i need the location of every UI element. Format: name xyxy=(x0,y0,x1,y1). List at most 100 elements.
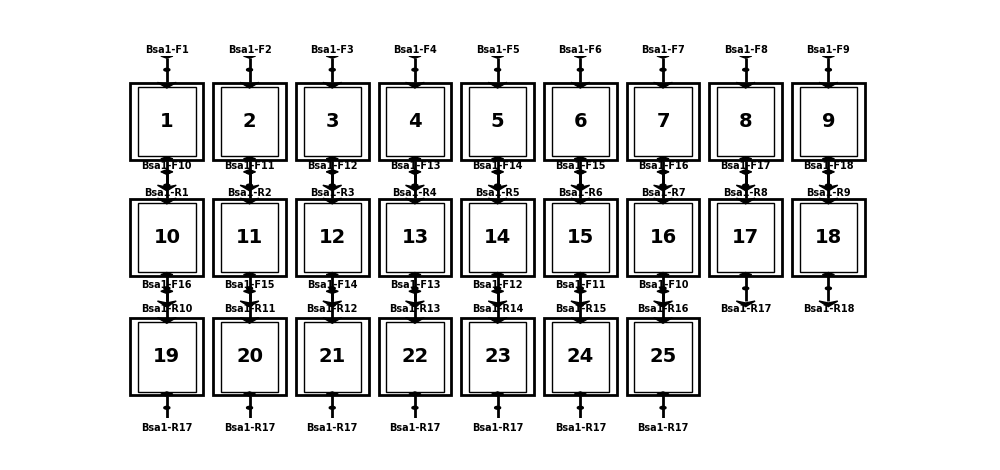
Bar xyxy=(379,83,451,160)
Circle shape xyxy=(660,287,666,290)
Text: 5: 5 xyxy=(491,112,504,131)
Text: Bsa1-F13: Bsa1-F13 xyxy=(390,280,440,290)
Text: Bsa1-F13: Bsa1-F13 xyxy=(390,161,440,171)
Circle shape xyxy=(495,407,501,409)
Polygon shape xyxy=(323,301,342,306)
Polygon shape xyxy=(406,82,424,88)
Bar xyxy=(304,203,361,272)
Polygon shape xyxy=(244,273,256,277)
Polygon shape xyxy=(326,170,338,174)
Polygon shape xyxy=(657,170,669,174)
Polygon shape xyxy=(161,54,173,58)
Circle shape xyxy=(247,68,253,71)
Text: Bsa1-F16: Bsa1-F16 xyxy=(142,280,192,290)
Circle shape xyxy=(164,304,170,306)
Bar xyxy=(552,203,609,272)
Polygon shape xyxy=(819,82,838,88)
Polygon shape xyxy=(492,273,504,277)
Bar xyxy=(213,199,286,276)
Polygon shape xyxy=(240,82,259,88)
Bar xyxy=(469,203,526,272)
Polygon shape xyxy=(654,198,672,204)
Polygon shape xyxy=(326,289,338,293)
Circle shape xyxy=(247,171,253,174)
Bar xyxy=(544,318,617,395)
Circle shape xyxy=(329,287,335,290)
Text: 8: 8 xyxy=(739,112,753,131)
Bar xyxy=(138,322,196,392)
Text: 1: 1 xyxy=(160,112,174,131)
Polygon shape xyxy=(161,273,173,277)
Circle shape xyxy=(577,407,583,409)
Text: Bsa1-R17: Bsa1-R17 xyxy=(389,423,441,433)
Circle shape xyxy=(577,304,583,306)
Text: Bsa1-R17: Bsa1-R17 xyxy=(472,423,523,433)
Polygon shape xyxy=(240,198,259,204)
Circle shape xyxy=(660,68,666,71)
Text: Bsa1-R13: Bsa1-R13 xyxy=(389,304,441,314)
Bar xyxy=(709,83,782,160)
Polygon shape xyxy=(323,198,342,204)
Text: Bsa1-R3: Bsa1-R3 xyxy=(310,188,355,198)
Polygon shape xyxy=(240,318,259,323)
Circle shape xyxy=(743,171,749,174)
Bar xyxy=(627,83,699,160)
Text: 19: 19 xyxy=(153,347,180,366)
Circle shape xyxy=(164,68,170,71)
Circle shape xyxy=(329,304,335,306)
Bar xyxy=(213,83,286,160)
Bar xyxy=(792,199,865,276)
Polygon shape xyxy=(574,54,586,58)
Text: 3: 3 xyxy=(325,112,339,131)
Bar xyxy=(627,318,699,395)
Polygon shape xyxy=(406,421,424,426)
Polygon shape xyxy=(819,301,838,306)
Text: Bsa1-F11: Bsa1-F11 xyxy=(224,161,275,171)
Bar xyxy=(461,83,534,160)
Polygon shape xyxy=(406,185,424,191)
Circle shape xyxy=(495,68,501,71)
Text: 14: 14 xyxy=(484,228,511,247)
Polygon shape xyxy=(822,157,834,161)
Circle shape xyxy=(247,407,253,409)
Circle shape xyxy=(164,171,170,174)
Polygon shape xyxy=(571,421,590,426)
Text: Bsa1-R16: Bsa1-R16 xyxy=(637,304,689,314)
Polygon shape xyxy=(244,54,256,58)
Polygon shape xyxy=(574,392,586,396)
Text: Bsa1-F14: Bsa1-F14 xyxy=(472,161,523,171)
Bar xyxy=(717,87,774,157)
Circle shape xyxy=(412,407,418,409)
Circle shape xyxy=(247,304,253,306)
Polygon shape xyxy=(409,54,421,58)
Polygon shape xyxy=(244,170,256,174)
Bar xyxy=(221,87,278,157)
Polygon shape xyxy=(323,318,342,323)
Bar xyxy=(130,199,203,276)
Text: Bsa1-F8: Bsa1-F8 xyxy=(724,45,768,55)
Text: Bsa1-R15: Bsa1-R15 xyxy=(555,304,606,314)
Polygon shape xyxy=(161,157,173,161)
Circle shape xyxy=(164,287,170,290)
Polygon shape xyxy=(492,170,504,174)
Polygon shape xyxy=(736,185,755,191)
Text: Bsa1-F15: Bsa1-F15 xyxy=(555,161,606,171)
Polygon shape xyxy=(488,185,507,191)
Polygon shape xyxy=(157,318,176,323)
Text: 21: 21 xyxy=(319,347,346,366)
Text: 2: 2 xyxy=(243,112,256,131)
Bar xyxy=(138,203,196,272)
Bar xyxy=(544,83,617,160)
Polygon shape xyxy=(822,170,834,174)
Polygon shape xyxy=(409,157,421,161)
Bar xyxy=(792,83,865,160)
Text: Bsa1-R14: Bsa1-R14 xyxy=(472,304,523,314)
Polygon shape xyxy=(657,392,669,396)
Text: Bsa1-R12: Bsa1-R12 xyxy=(307,304,358,314)
Text: 12: 12 xyxy=(319,228,346,247)
Bar xyxy=(469,87,526,157)
Bar xyxy=(634,203,692,272)
Text: 6: 6 xyxy=(574,112,587,131)
Polygon shape xyxy=(488,82,507,88)
Polygon shape xyxy=(574,157,586,161)
